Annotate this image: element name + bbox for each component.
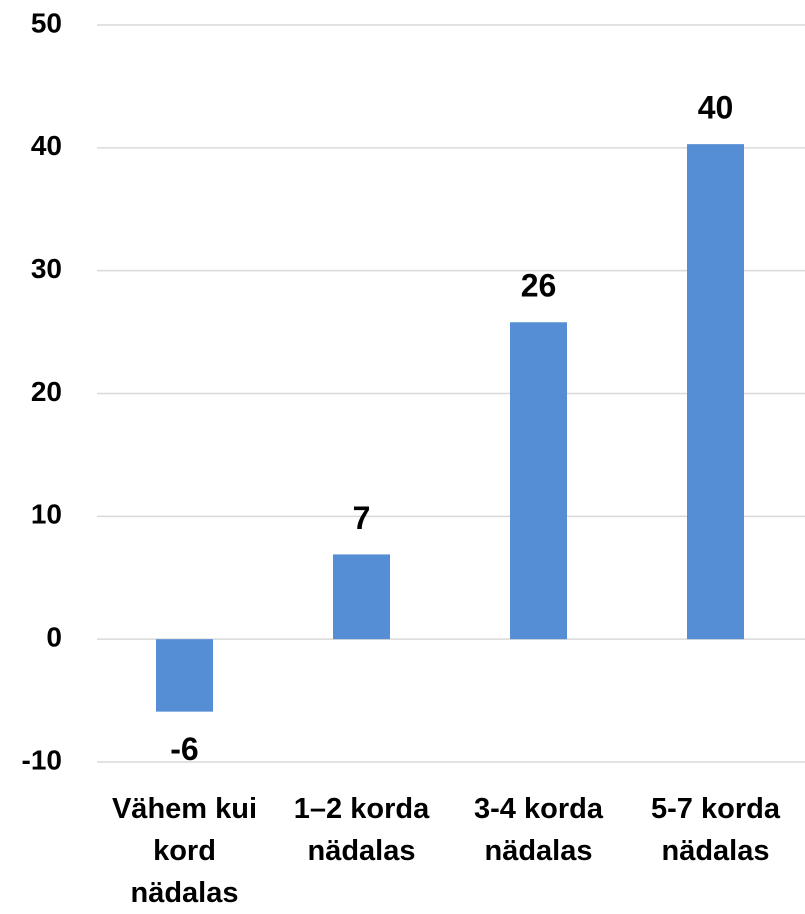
data-label: 7 (353, 500, 371, 536)
data-label: -6 (170, 731, 198, 767)
x-tick-label: Vähem kui kord nädalas (111, 793, 258, 909)
y-tick-label: 20 (31, 376, 62, 407)
y-tick-label: 50 (31, 7, 62, 38)
bar (333, 554, 390, 640)
y-tick-label: 30 (31, 253, 62, 284)
data-label: 40 (698, 90, 734, 126)
y-tick-label: 10 (31, 499, 62, 530)
x-tick-label: 1–2 korda nädalas (293, 793, 430, 867)
data-label: 26 (521, 268, 557, 304)
y-tick-label: -10 (22, 744, 62, 775)
y-tick-label: 0 (46, 622, 62, 653)
bar (156, 639, 213, 712)
bar (687, 144, 744, 640)
x-tick-label: 3-4 korda nädalas (474, 793, 603, 867)
x-tick-label: 5-7 korda nädalas (651, 793, 780, 867)
y-tick-label: 40 (31, 130, 62, 161)
bar (510, 322, 567, 640)
